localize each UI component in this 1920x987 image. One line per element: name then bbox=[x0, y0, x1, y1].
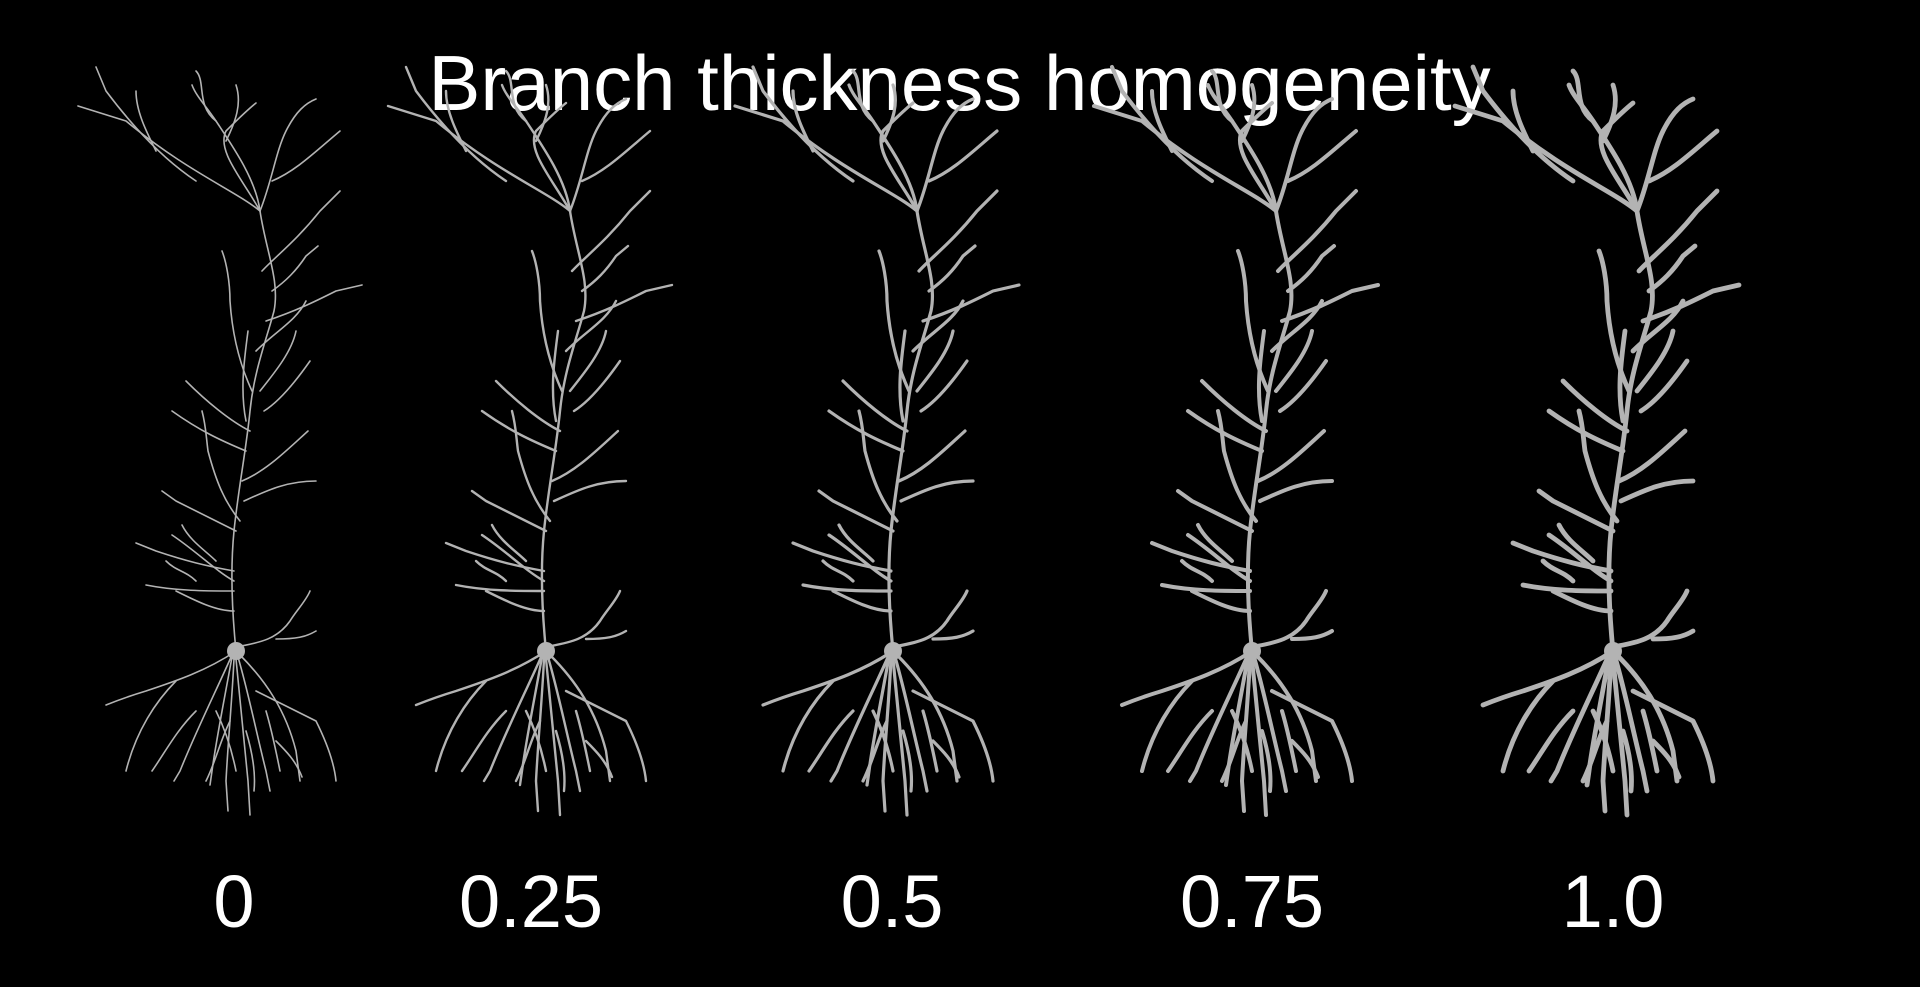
neuron-label-0: 0 bbox=[213, 860, 255, 943]
neuron-1.0 bbox=[1455, 67, 1739, 815]
neuron-0.5 bbox=[733, 65, 1021, 817]
soma-0.5 bbox=[884, 642, 902, 660]
neuron-label-0.75: 0.75 bbox=[1179, 860, 1325, 943]
neuron-0.25 bbox=[386, 65, 674, 817]
neuron-label-0.25: 0.25 bbox=[458, 860, 604, 943]
neuron-0.75 bbox=[1092, 65, 1380, 817]
soma-0.25 bbox=[537, 642, 555, 660]
neuron-0 bbox=[77, 66, 363, 816]
soma-0.75 bbox=[1243, 642, 1261, 660]
soma-0 bbox=[227, 642, 245, 660]
soma-1.0 bbox=[1604, 642, 1622, 660]
neuron-label-0.5: 0.5 bbox=[840, 860, 944, 943]
neuron-label-1.0: 1.0 bbox=[1561, 860, 1665, 943]
